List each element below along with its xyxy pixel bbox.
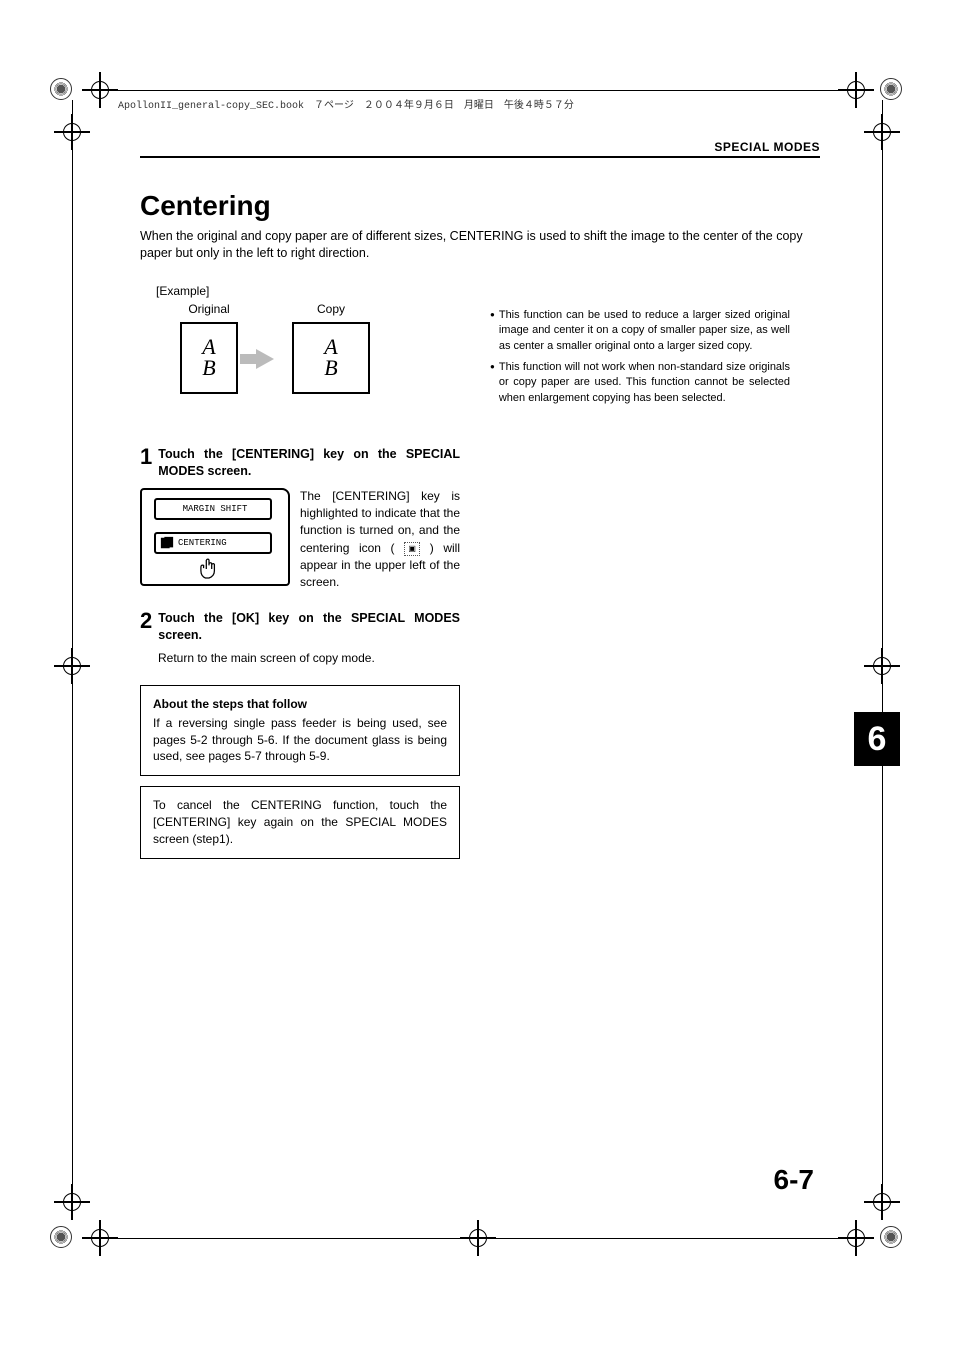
page-number: 6-7: [774, 1164, 814, 1196]
step-2-body: Return to the main screen of copy mode.: [158, 650, 460, 667]
page-title: Centering: [140, 190, 820, 222]
step-1-number: 1: [140, 446, 152, 468]
chapter-tab: 6: [854, 712, 900, 766]
regmark-right-mid: [870, 654, 894, 678]
bullet-icon: ●: [490, 308, 495, 354]
regmark-br: [880, 1226, 902, 1248]
margin-shift-button[interactable]: MARGIN SHIFT: [154, 498, 272, 520]
step-2-title: Touch the [OK] key on the SPECIAL MODES …: [158, 610, 460, 644]
glyph-b-copy: B: [324, 358, 337, 379]
copy-box: A B: [292, 322, 370, 394]
step-2: 2 Touch the [OK] key on the SPECIAL MODE…: [140, 610, 460, 667]
regmark-tr: [880, 78, 902, 100]
original-box: A B: [180, 322, 238, 394]
regmark-bl-cross: [60, 1190, 84, 1214]
step-1-body: The [CENTERING] key is highlighted to in…: [300, 488, 460, 592]
centering-inline-icon: ▣: [404, 542, 420, 556]
glyph-b: B: [202, 358, 215, 379]
note-2: ● This function will not work when non-s…: [490, 360, 790, 406]
step-1-title: Touch the [CENTERING] key on the SPECIAL…: [158, 446, 460, 480]
touch-panel: MARGIN SHIFT CENTERING: [140, 488, 290, 586]
regmark-br-cross: [870, 1190, 894, 1214]
crop-top: [100, 90, 856, 91]
regmark-bl: [50, 1226, 72, 1248]
note-1: ● This function can be used to reduce a …: [490, 308, 790, 354]
example-diagram: Original A B Copy A B: [180, 302, 460, 394]
step-1: 1 Touch the [CENTERING] key on the SPECI…: [140, 446, 460, 592]
about-box: About the steps that follow If a reversi…: [140, 685, 460, 776]
regmark-tl: [50, 78, 72, 100]
about-box-title: About the steps that follow: [153, 696, 447, 713]
right-column: ● This function can be used to reduce a …: [490, 308, 790, 412]
copy-label: Copy: [292, 302, 370, 316]
centering-button-label: CENTERING: [178, 538, 227, 548]
centering-icon: [160, 536, 174, 550]
about-box-body: If a reversing single pass feeder is bei…: [153, 715, 447, 765]
example-label: [Example]: [156, 284, 460, 298]
cancel-box: To cancel the CENTERING function, touch …: [140, 786, 460, 858]
left-column: [Example] Original A B Copy: [140, 268, 460, 859]
bullet-icon: ●: [490, 360, 495, 406]
page-content: SPECIAL MODES Centering When the origina…: [140, 140, 820, 859]
section-label: SPECIAL MODES: [140, 140, 820, 158]
centering-button[interactable]: CENTERING: [154, 532, 272, 554]
book-header: ApollonII_general-copy_SEC.book ７ページ ２００…: [118, 96, 574, 112]
original-label: Original: [180, 302, 238, 316]
step-2-number: 2: [140, 610, 152, 632]
intro-text: When the original and copy paper are of …: [140, 228, 820, 262]
regmark-left-mid: [60, 654, 84, 678]
hand-cursor-icon: [200, 558, 218, 580]
crop-bottom: [100, 1238, 856, 1239]
arrow-icon: [256, 349, 274, 369]
